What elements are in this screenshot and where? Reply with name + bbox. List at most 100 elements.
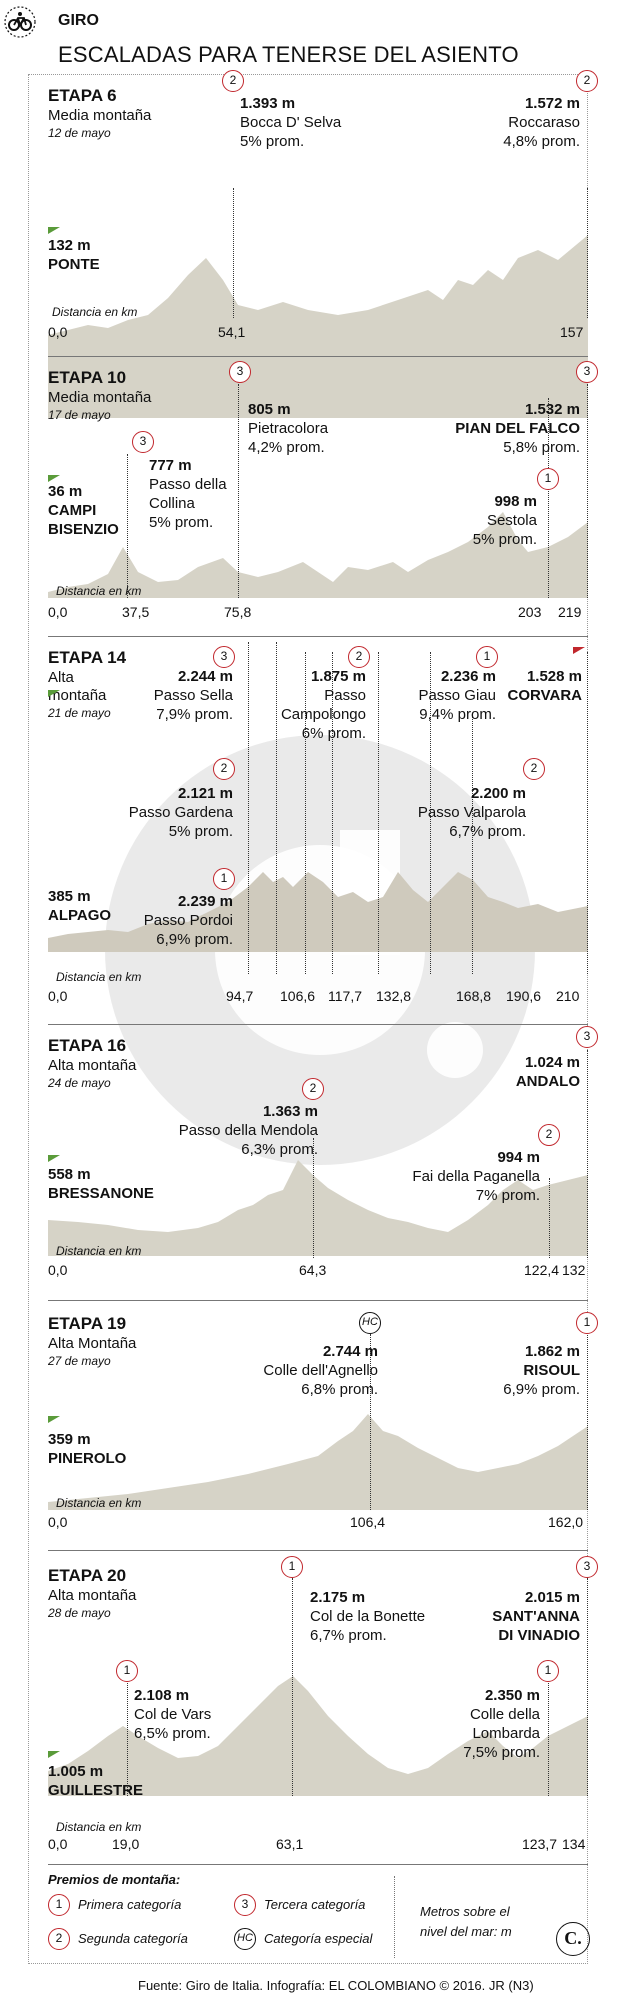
climb-name: Bocca D' Selva [240,114,342,131]
climb-altitude: 2.015 m [524,1589,580,1606]
km-tick: 157 [560,324,584,340]
climb-name: Passo [324,687,366,704]
climb-grade: 6,7% prom. [449,823,526,840]
category-badge: 2 [576,70,598,92]
km-tick: 123,7 [522,1836,558,1852]
category-badge: 1 [116,1660,138,1682]
climb-name: PIAN DEL FALCO [455,420,580,437]
climb-label: 994 m Fai della Paganella 7% prom. [412,1148,540,1205]
start-altitude: 558 m [48,1166,91,1183]
km-tick: 0,0 [48,988,68,1004]
stage-14: ETAPA 14 Alta montaña 21 de mayo 385 m A… [48,642,588,1020]
climb-altitude: 777 m [149,457,192,474]
climb-name: Passo Giau [418,687,496,704]
elevation-profile [48,1414,588,1510]
start-flag-icon [48,690,60,697]
climb-marker-line [378,652,379,974]
start-altitude: 359 m [48,1431,91,1448]
climb-name-line2: DI VINADIO [498,1627,580,1644]
stage-title: ETAPA 20 [48,1566,127,1585]
category-badge: 1 [576,1312,598,1334]
climb-marker-line [127,1666,128,1796]
elevation-profile [48,512,588,598]
climb-grade: 5% prom. [168,823,233,840]
climb-altitude: 1.875 m [310,668,366,685]
category-badge: 2 [48,1928,70,1950]
category-badge: HC [359,1312,381,1334]
km-tick: 122,4 [524,1262,560,1278]
climb-label: 1.532 m PIAN DEL FALCO 5,8% prom. [455,400,580,457]
km-tick: 19,0 [112,1836,140,1852]
climb-name: SANT'ANNA [492,1608,580,1625]
climb-marker-line [127,454,128,598]
start-flag-icon [48,475,60,482]
climb-marker-line [430,652,431,974]
stage-date: 27 de mayo [48,1354,111,1368]
climb-label: 805 m Pietracolora 4,2% prom. [248,400,328,457]
stage-title: ETAPA 6 [48,86,117,105]
category-badge: 1 [537,468,559,490]
climb-name: RISOUL [523,1362,580,1379]
stage-divider [48,636,588,637]
category-badge: 3 [213,646,235,668]
climb-altitude: 1.393 m [240,95,296,112]
stage-title: ETAPA 19 [48,1314,127,1333]
km-tick: 94,7 [226,988,254,1004]
climb-name: Pietracolora [248,420,329,437]
category-badge: 2 [523,758,545,780]
climb-name: Passo della [149,476,227,493]
climb-grade: 7,5% prom. [463,1744,540,1761]
stage-16: ETAPA 16 Alta montaña 24 de mayo 558 m B… [48,1026,598,1290]
climb-grade: 6,5% prom. [134,1725,211,1742]
climb-altitude: 805 m [248,401,291,418]
elevation-profile [48,235,588,418]
infographic-frame [28,74,588,1964]
climb-name: Roccaraso [508,114,580,131]
km-tick: 106,6 [280,988,316,1004]
climb-label: 2.239 m Passo Pordoi 6,9% prom. [144,892,233,949]
climb-marker-line [313,1138,314,1258]
start-flag-icon [48,227,60,234]
climb-label: 1.875 m Passo Campolongo 6% prom. [281,667,366,743]
category-badge: 3 [132,431,154,453]
finish-label: 2.015 m SANT'ANNA DI VINADIO [492,1588,580,1645]
legend: Premios de montaña: 1 Primera categoría … [48,1870,590,1970]
climb-marker-line [587,652,588,974]
start-point-label: 558 m BRESSANONE [48,1165,154,1203]
climb-label: 2.200 m Passo Valparola 6,7% prom. [418,784,526,841]
km-tick: 132,8 [376,988,412,1004]
climb-marker-line [248,642,249,974]
stage-type: Media montaña [48,389,152,406]
climb-label: 2.350 m Colle della Lombarda 7,5% prom. [463,1686,540,1762]
category-badge: 3 [229,361,251,383]
climb-label: 777 m Passo della Collina 5% prom. [149,456,227,532]
category-badge: 1 [476,646,498,668]
climb-marker-line [587,1050,588,1258]
climb-marker-line [472,717,473,974]
climb-marker-line [587,188,588,318]
climb-altitude: 1.532 m [524,401,580,418]
climb-marker-line [276,642,277,974]
km-tick: 37,5 [122,604,150,620]
start-altitude: 385 m [48,888,91,905]
climb-grade: 7% prom. [475,1187,540,1204]
climb-name: CORVARA [507,687,582,704]
climb-altitude: 1.363 m [262,1103,318,1120]
page-title: ESCALADAS PARA TENERSE DEL ASIENTO [58,42,519,67]
climb-name-line2: Campolongo [280,706,366,723]
distance-axis-label: Distancia en km [56,584,142,598]
climb-grade: 4,2% prom. [248,439,325,456]
start-city-line2: BISENZIO [48,521,119,538]
stage-type: Alta montaña [48,1587,137,1604]
climb-marker-line [587,384,588,598]
climb-marker-line [370,1334,371,1510]
start-flag-icon [48,1751,60,1758]
stage-date: 12 de mayo [48,126,111,140]
category-badge: 3 [234,1894,256,1916]
climb-label: 1.572 m Roccaraso 4,8% prom. [503,94,580,151]
climb-grade: 6,3% prom. [241,1141,318,1158]
km-tick: 0,0 [48,604,68,620]
start-point-label: 1.005 m GUILLESTRE [48,1762,143,1800]
source-credit: Fuente: Giro de Italia. Infografía: EL C… [138,1978,534,1993]
climb-name: Colle della [469,1706,540,1723]
